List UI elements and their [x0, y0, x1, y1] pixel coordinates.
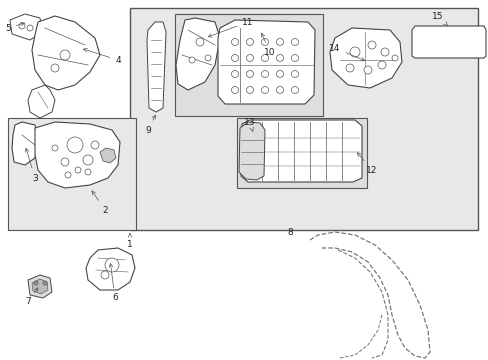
Circle shape — [52, 145, 58, 151]
Circle shape — [261, 54, 268, 62]
Text: 8: 8 — [286, 228, 292, 237]
Text: 14: 14 — [328, 44, 364, 61]
Circle shape — [367, 41, 375, 49]
Polygon shape — [218, 20, 314, 104]
Polygon shape — [176, 18, 220, 90]
Text: 3: 3 — [25, 148, 38, 183]
Circle shape — [246, 54, 253, 62]
Text: 10: 10 — [261, 33, 275, 57]
Circle shape — [291, 39, 298, 45]
Circle shape — [51, 64, 59, 72]
Circle shape — [291, 54, 298, 62]
Polygon shape — [10, 14, 42, 40]
Text: 7: 7 — [25, 288, 38, 306]
Circle shape — [204, 55, 210, 61]
Circle shape — [75, 167, 81, 173]
Circle shape — [43, 281, 47, 285]
Circle shape — [85, 169, 91, 175]
Circle shape — [231, 86, 238, 94]
Circle shape — [196, 38, 203, 46]
Polygon shape — [28, 275, 52, 298]
Circle shape — [261, 71, 268, 77]
Circle shape — [380, 48, 388, 56]
Text: 15: 15 — [431, 12, 447, 26]
Circle shape — [276, 86, 283, 94]
Circle shape — [61, 158, 69, 166]
Polygon shape — [239, 122, 264, 180]
Text: 4: 4 — [83, 49, 121, 64]
Circle shape — [391, 55, 397, 61]
Circle shape — [27, 25, 33, 31]
Text: 11: 11 — [208, 18, 253, 37]
Polygon shape — [241, 120, 361, 182]
Bar — [8, 118, 136, 230]
Text: 2: 2 — [92, 191, 107, 215]
Circle shape — [231, 71, 238, 77]
Circle shape — [377, 61, 385, 69]
Circle shape — [34, 281, 38, 285]
Circle shape — [83, 155, 93, 165]
Circle shape — [276, 39, 283, 45]
Circle shape — [276, 71, 283, 77]
Bar — [130, 8, 477, 230]
Circle shape — [276, 54, 283, 62]
Polygon shape — [100, 148, 116, 163]
Polygon shape — [35, 122, 120, 188]
Circle shape — [189, 57, 195, 63]
Circle shape — [246, 39, 253, 45]
Polygon shape — [28, 85, 55, 118]
Polygon shape — [411, 26, 485, 58]
Bar — [237, 118, 366, 188]
Circle shape — [231, 39, 238, 45]
Text: 5: 5 — [5, 22, 24, 32]
Polygon shape — [32, 16, 100, 90]
Circle shape — [346, 64, 353, 72]
Circle shape — [363, 66, 371, 74]
Circle shape — [246, 86, 253, 94]
Text: 1: 1 — [127, 234, 133, 248]
Circle shape — [91, 141, 99, 149]
Circle shape — [101, 271, 109, 279]
Polygon shape — [86, 248, 135, 290]
Circle shape — [60, 50, 70, 60]
Polygon shape — [329, 28, 401, 88]
Circle shape — [19, 23, 25, 29]
Circle shape — [261, 39, 268, 45]
Circle shape — [246, 71, 253, 77]
Bar — [414, 28, 482, 56]
Text: 13: 13 — [244, 117, 255, 132]
Text: 9: 9 — [145, 115, 155, 135]
Circle shape — [291, 71, 298, 77]
Text: 12: 12 — [357, 153, 377, 175]
Circle shape — [261, 86, 268, 94]
Circle shape — [105, 258, 119, 272]
Circle shape — [231, 54, 238, 62]
Circle shape — [291, 86, 298, 94]
Bar — [175, 14, 323, 116]
Circle shape — [349, 47, 359, 57]
Polygon shape — [32, 279, 48, 294]
Polygon shape — [147, 22, 165, 112]
Circle shape — [65, 172, 71, 178]
Text: 6: 6 — [109, 264, 118, 302]
Polygon shape — [12, 122, 38, 165]
Circle shape — [67, 137, 83, 153]
